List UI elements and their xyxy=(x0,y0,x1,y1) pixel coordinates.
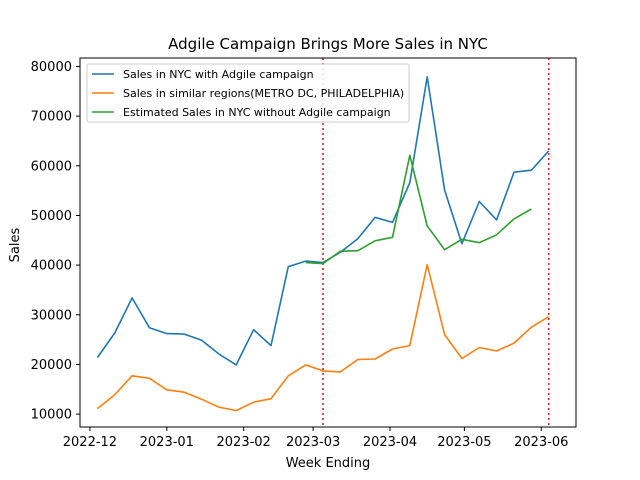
x-tick-label: 2023-05 xyxy=(437,435,491,450)
chart-title: Adgile Campaign Brings More Sales in NYC xyxy=(168,35,488,53)
legend-box xyxy=(86,63,410,123)
x-tick-label: 2022-12 xyxy=(63,435,117,450)
x-tick-label: 2023-04 xyxy=(363,435,417,450)
x-tick-label: 2023-03 xyxy=(286,435,340,450)
y-tick-label: 10000 xyxy=(31,408,72,423)
x-tick-label: 2023-06 xyxy=(514,435,568,450)
y-tick-label: 30000 xyxy=(31,308,72,323)
x-axis-title: Week Ending xyxy=(286,456,371,471)
y-tick-label: 40000 xyxy=(31,259,72,274)
plot-area-frame xyxy=(79,57,577,428)
series-line-1 xyxy=(96,76,550,366)
y-tick-label: 50000 xyxy=(31,209,72,224)
series-line-3 xyxy=(305,154,532,265)
y-tick-label: 80000 xyxy=(31,60,72,75)
y-tick-label: 60000 xyxy=(31,159,72,174)
legend-entry: Sales in NYC with Adgile campaign xyxy=(123,68,314,81)
y-axis-title: Sales xyxy=(8,227,23,262)
x-tick-label: 2023-01 xyxy=(140,435,194,450)
y-tick-label: 20000 xyxy=(31,358,72,373)
x-tick-label: 2023-02 xyxy=(217,435,271,450)
plot-layer: 10000 20000 30000 40000 50000 60000 70000 80000… xyxy=(31,57,577,450)
legend: Sales in NYC with Adgile campaign Sales i… xyxy=(86,63,410,123)
series-line-2 xyxy=(96,263,550,412)
legend-entry: Sales in similar regions(METRO DC, PHILA… xyxy=(123,87,404,100)
y-tick-label: 70000 xyxy=(31,110,72,125)
legend-entry: Estimated Sales in NYC without Adgile ca… xyxy=(123,106,391,119)
